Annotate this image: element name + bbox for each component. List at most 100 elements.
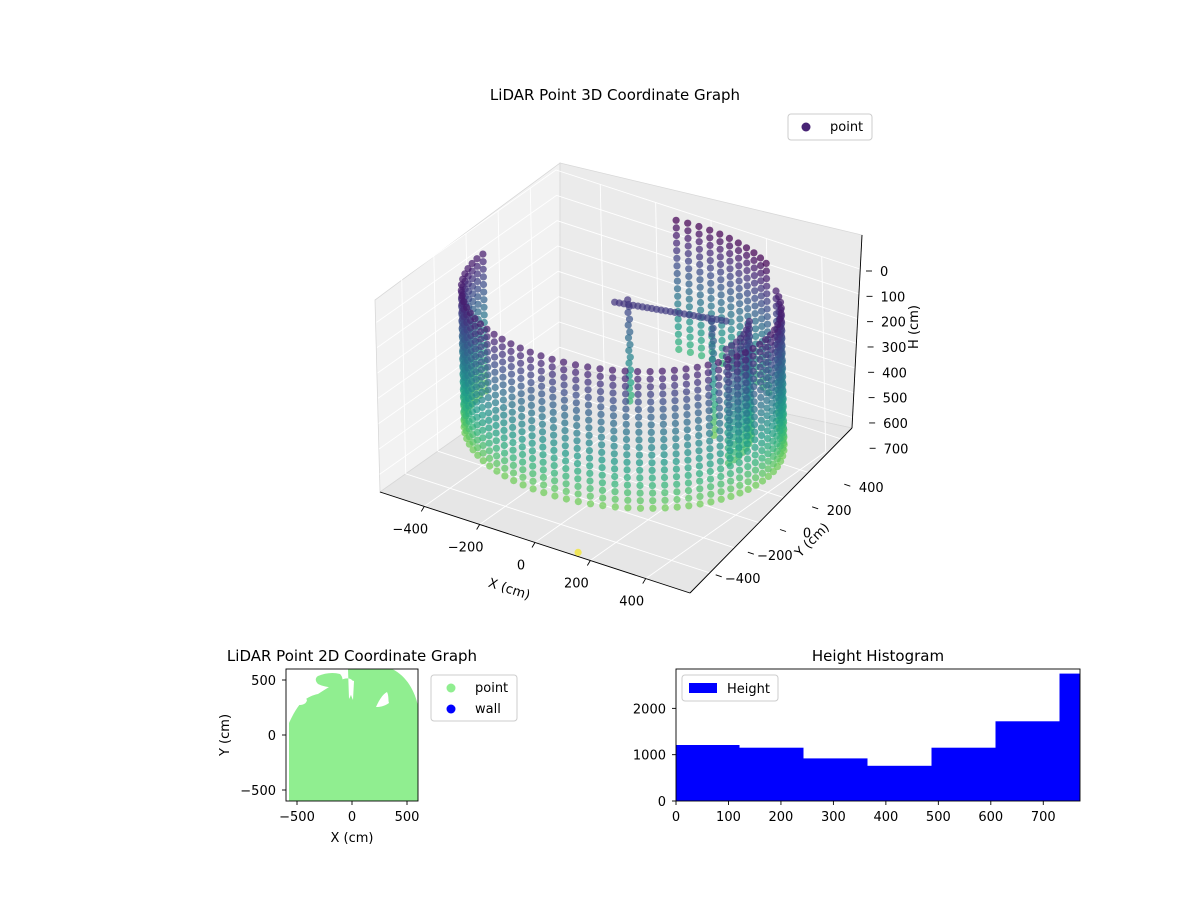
- point-3d: [561, 449, 570, 457]
- point-3d: [611, 465, 619, 473]
- point-3d: [704, 376, 713, 384]
- point-3d: [751, 459, 759, 467]
- point-3d: [608, 366, 617, 374]
- point-3d: [537, 352, 545, 360]
- histogram-bar: [931, 747, 996, 801]
- point-3d: [518, 435, 526, 443]
- point-3d: [634, 383, 642, 391]
- point-3d: [550, 469, 559, 477]
- point-3d: [491, 361, 499, 369]
- point-3d: [715, 412, 724, 420]
- point-3d: [573, 444, 581, 452]
- point-3d: [597, 410, 605, 418]
- point-3d: [660, 466, 669, 474]
- point-3d: [752, 474, 760, 482]
- point-3d: [749, 360, 757, 368]
- point-3d: [548, 355, 556, 363]
- point-3d: [560, 404, 569, 412]
- point-3d: [508, 416, 516, 424]
- point-3d: [708, 355, 717, 363]
- point-3d: [562, 480, 570, 488]
- point-3d: [572, 384, 580, 392]
- point-3d: [734, 239, 742, 247]
- point-3d: [707, 279, 715, 287]
- point-3d: [694, 401, 702, 409]
- point-3d: [472, 360, 480, 368]
- point-3d: [647, 390, 655, 398]
- point-3d: [480, 288, 488, 296]
- point-3d: [509, 454, 517, 462]
- z-tick-label-3d: 0: [880, 265, 888, 280]
- point-3d: [625, 346, 633, 355]
- point-3d: [716, 260, 725, 269]
- point-3d: [509, 439, 517, 447]
- point-3d: [672, 427, 680, 435]
- point-3d: [609, 374, 617, 382]
- point-3d: [684, 234, 692, 242]
- point-3d: [672, 457, 680, 466]
- point-3d: [477, 366, 485, 374]
- y-tick-3d: [812, 506, 819, 510]
- point-3d: [695, 447, 703, 455]
- legend-3d-frame: [787, 113, 873, 141]
- point-3d: [539, 466, 547, 474]
- point-3d: [671, 412, 679, 420]
- point-3d: [500, 426, 508, 434]
- point-3d: [706, 264, 715, 272]
- x-tick-label-hist: 100: [716, 810, 741, 825]
- point-3d: [727, 295, 735, 303]
- x-tick-label-2d: 500: [395, 810, 420, 825]
- point-3d: [744, 305, 752, 313]
- point-3d: [571, 361, 580, 369]
- point-3d: [763, 282, 771, 290]
- legend-3d-marker: [801, 122, 811, 132]
- point-3d: [550, 439, 558, 447]
- point-3d: [597, 395, 605, 403]
- point-3d: [733, 367, 742, 376]
- point-3d: [611, 298, 619, 306]
- point-3d: [473, 413, 481, 421]
- point-3d: [463, 303, 471, 311]
- point-3d: [560, 358, 568, 366]
- point-3d: [517, 397, 526, 405]
- point-3d: [491, 368, 499, 376]
- point-3d: [635, 428, 643, 436]
- histogram-bar: [867, 765, 932, 801]
- point-3d: [538, 390, 546, 398]
- point-3d: [573, 460, 582, 468]
- point-3d: [621, 367, 629, 375]
- point-3d: [561, 442, 569, 450]
- point-3d: [697, 329, 705, 337]
- point-3d: [672, 465, 681, 473]
- point-3d: [518, 428, 526, 436]
- point-3d: [758, 330, 766, 338]
- point-3d: [472, 375, 480, 383]
- point-3d: [725, 409, 733, 417]
- point-3d: [584, 371, 592, 379]
- y-tick-label-2d: −500: [240, 784, 276, 799]
- point-3d: [499, 366, 507, 374]
- chart-3d-points: [457, 216, 788, 557]
- point-3d: [684, 471, 692, 479]
- point-3d: [762, 358, 770, 367]
- point-3d: [716, 253, 724, 261]
- point-3d: [586, 477, 594, 485]
- point-3d: [574, 548, 582, 557]
- point-3d: [622, 405, 630, 413]
- point-3d: [499, 388, 507, 396]
- point-3d: [697, 344, 706, 352]
- point-3d: [636, 504, 645, 512]
- point-3d: [660, 443, 668, 451]
- y-tick-label-2d: 500: [251, 674, 276, 689]
- point-3d: [683, 411, 691, 419]
- z-tick-label-3d: 400: [882, 366, 907, 381]
- point-3d: [757, 401, 765, 409]
- point-3d: [584, 378, 592, 386]
- point-3d: [683, 403, 691, 411]
- point-3d: [684, 449, 692, 457]
- point-3d: [743, 432, 751, 440]
- point-3d: [756, 254, 765, 262]
- point-3d: [744, 470, 752, 478]
- point-3d: [763, 313, 771, 321]
- point-3d: [671, 381, 679, 390]
